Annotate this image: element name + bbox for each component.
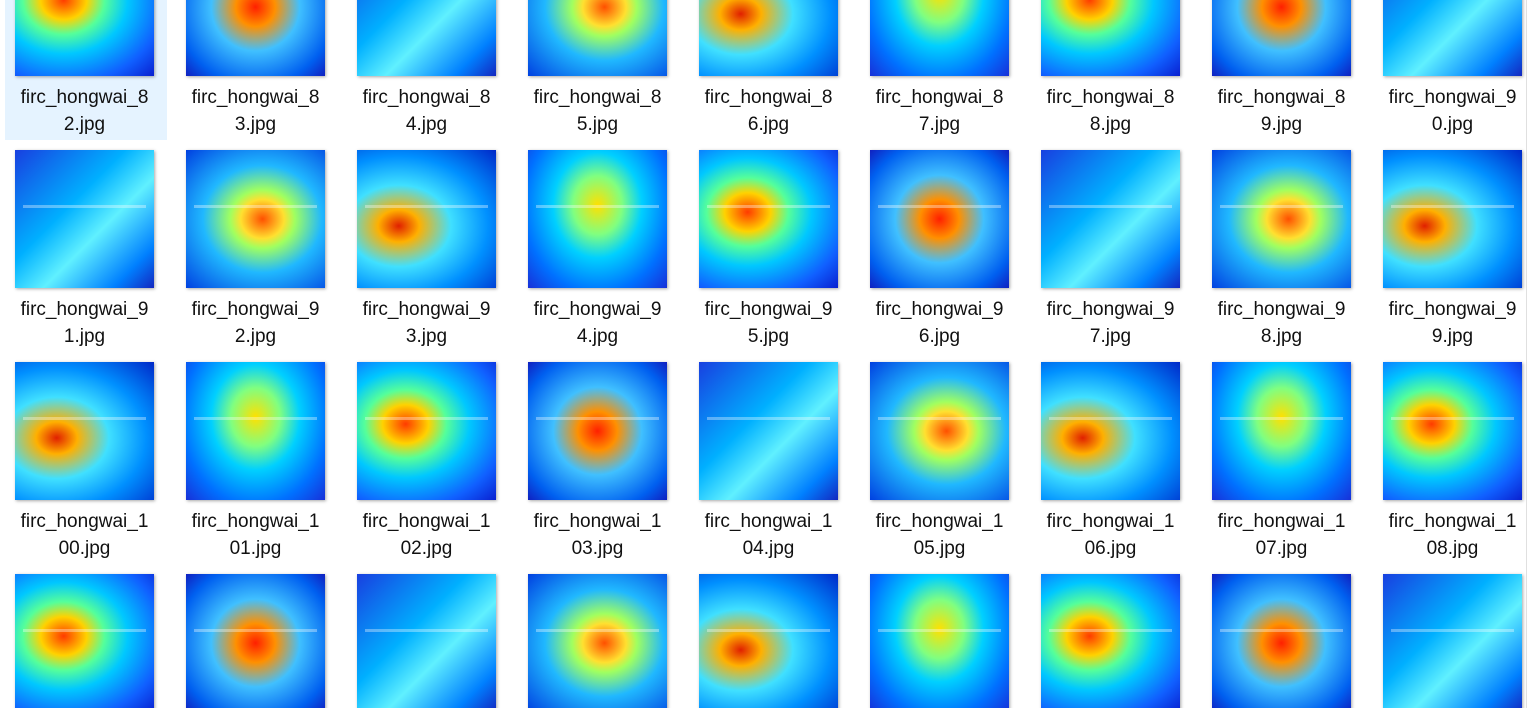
file-name: firc_hongwai_103.jpg: [533, 511, 662, 559]
thumbnail: [15, 362, 154, 500]
thumbnail: [1041, 574, 1180, 708]
file-name: firc_hongwai_101.jpg: [191, 511, 320, 559]
thumbnail: [1383, 574, 1522, 708]
thumbnail: [357, 362, 496, 500]
thumbnail: [1041, 362, 1180, 500]
thumbnail: [1041, 150, 1180, 288]
thumbnail: [357, 574, 496, 708]
thumbnail: [15, 0, 154, 76]
file-name: firc_hongwai_87.jpg: [875, 87, 1004, 135]
thumbnail: [1212, 362, 1351, 500]
thumbnail: [699, 150, 838, 288]
thumbnail: [528, 150, 667, 288]
file-name: firc_hongwai_107.jpg: [1217, 511, 1346, 559]
file-name: firc_hongwai_88.jpg: [1046, 87, 1175, 135]
file-name: firc_hongwai_98.jpg: [1217, 299, 1346, 347]
thumbnail: [186, 574, 325, 708]
thumbnail: [528, 362, 667, 500]
thumbnail: [1212, 0, 1351, 76]
thumbnail: [870, 362, 1009, 500]
thumbnail: [357, 0, 496, 76]
thumbnail: [15, 574, 154, 708]
thumbnail: [1041, 0, 1180, 76]
scrollbar-edge: [1526, 0, 1527, 708]
thumbnail: [699, 362, 838, 500]
file-name: firc_hongwai_83.jpg: [191, 87, 320, 135]
file-name: firc_hongwai_91.jpg: [20, 299, 149, 347]
file-name: firc_hongwai_92.jpg: [191, 299, 320, 347]
file-name: firc_hongwai_100.jpg: [20, 511, 149, 559]
file-name: firc_hongwai_97.jpg: [1046, 299, 1175, 347]
thumbnail: [1212, 574, 1351, 708]
file-name: firc_hongwai_99.jpg: [1388, 299, 1517, 347]
thumbnail: [357, 150, 496, 288]
file-name: firc_hongwai_90.jpg: [1388, 87, 1517, 135]
thumbnail: [528, 574, 667, 708]
thumbnail: [870, 574, 1009, 708]
file-name: firc_hongwai_93.jpg: [362, 299, 491, 347]
thumbnail: [1383, 0, 1522, 76]
thumbnail: [870, 150, 1009, 288]
file-name: firc_hongwai_108.jpg: [1388, 511, 1517, 559]
file-name: firc_hongwai_106.jpg: [1046, 511, 1175, 559]
file-name: firc_hongwai_104.jpg: [704, 511, 833, 559]
thumbnail: [186, 362, 325, 500]
thumbnail: [15, 150, 154, 288]
file-name: firc_hongwai_86.jpg: [704, 87, 833, 135]
file-name: firc_hongwai_102.jpg: [362, 511, 491, 559]
thumbnail: [186, 150, 325, 288]
thumbnail: [1212, 150, 1351, 288]
thumbnail: [528, 0, 667, 76]
thumbnail: [186, 0, 325, 76]
thumbnail: [699, 574, 838, 708]
file-name: firc_hongwai_82.jpg: [20, 87, 149, 135]
thumbnail: [870, 0, 1009, 76]
file-name: firc_hongwai_89.jpg: [1217, 87, 1346, 135]
file-name: firc_hongwai_84.jpg: [362, 87, 491, 135]
file-name: firc_hongwai_85.jpg: [533, 87, 662, 135]
thumbnail: [1383, 362, 1522, 500]
thumbnail: [699, 0, 838, 76]
thumbnail: [1383, 150, 1522, 288]
file-name: firc_hongwai_94.jpg: [533, 299, 662, 347]
file-name: firc_hongwai_95.jpg: [704, 299, 833, 347]
file-name: firc_hongwai_96.jpg: [875, 299, 1004, 347]
file-name: firc_hongwai_105.jpg: [875, 511, 1004, 559]
